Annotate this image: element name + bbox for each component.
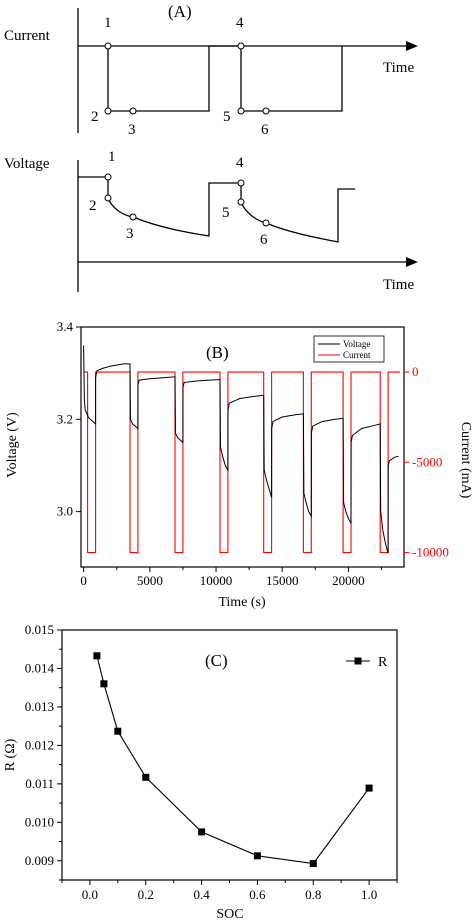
voltage-point-2-marker (104, 194, 112, 202)
panel-c-y-tick-label: 0.015 (25, 622, 54, 637)
panel-c-y-tick-label: 0.011 (25, 776, 54, 791)
panel-c-x-tick-label: 0.0 (82, 887, 98, 902)
voltage-label: Voltage (4, 156, 50, 172)
current-point-2-label: 2 (91, 109, 99, 125)
panel-b-x-label: Time (s) (218, 595, 266, 610)
panel-b-y2-tick-label: 0 (412, 364, 419, 379)
panel-b-x-tick-label: 5000 (137, 573, 163, 588)
panel-b-y-tick-label: 3.4 (57, 319, 74, 334)
current-point-6-label: 6 (261, 122, 269, 138)
legend-voltage-label: Voltage (343, 339, 370, 349)
panel-b-y2-label: Current (mA) (458, 422, 473, 499)
current-point-5-label: 5 (223, 109, 231, 125)
panel-a-labels: (A) Current Voltage Time Time 1 2 3 4 5 … (4, 2, 414, 293)
panel-b-frame (80, 326, 405, 568)
panel-b-y-label: Voltage (V) (5, 412, 20, 478)
voltage-waveform (78, 176, 355, 243)
panel-b-legend-box (313, 335, 385, 363)
panel-b-x-tick-label: 20000 (332, 573, 365, 588)
current-point-1-label: 1 (104, 15, 112, 31)
panel-b-y2-tick-label: -5000 (412, 454, 442, 469)
r-data-point (253, 852, 261, 860)
panel-b-y2-tick-label: -10000 (412, 545, 449, 560)
time-label-bottom: Time (383, 277, 414, 293)
panel-c-y-tick-label: 0.013 (25, 699, 54, 714)
panel-c-x-tick-label: 1.0 (361, 887, 377, 902)
r-data-point (365, 784, 373, 792)
current-point-3-label: 3 (128, 122, 136, 138)
legend-current-label: Current (343, 350, 371, 360)
voltage-point-3-label: 3 (126, 226, 134, 242)
current-point-4-marker (237, 42, 245, 50)
panel-b-x-tick-label: 0 (80, 573, 87, 588)
panel-c-legend: R (346, 655, 388, 670)
panel-c-y-label: R (Ω) (3, 738, 18, 771)
current-time-arrow (406, 41, 418, 51)
current-point-2-marker (104, 107, 112, 115)
panel-c-x-tick-label: 0.8 (305, 887, 321, 902)
voltage-point-5-label: 5 (222, 205, 230, 221)
voltage-point-4-marker (237, 179, 245, 187)
panel-b-axes: 0 5000 10000 15000 20000 3.0 3.2 3.4 0 -5000 -1000… (57, 319, 449, 588)
panel-c-x-label: SOC (216, 907, 243, 922)
panel-b-title: (B) (206, 343, 229, 362)
voltage-point-4-label: 4 (236, 155, 244, 171)
panel-c-x-tick-label: 0.2 (138, 887, 154, 902)
current-label: Current (4, 28, 51, 44)
panel-c-title: (C) (205, 651, 228, 670)
panel-c-x-tick-label: 0.6 (249, 887, 266, 902)
voltage-point-6-label: 6 (260, 232, 268, 248)
current-point-3-marker (129, 107, 137, 115)
r-data-point (309, 860, 317, 867)
panel-b: 0 5000 10000 15000 20000 3.0 3.2 3.4 0 -5000 -1000… (5, 319, 473, 610)
current-point-6-marker (262, 107, 270, 115)
current-point-1-marker (104, 42, 112, 50)
panel-b-y-tick-label: 3.2 (57, 411, 73, 426)
panel-c: 0.0 0.2 0.4 0.6 0.8 1.0 0.009 0.010 0.011 0.012 0.… (3, 622, 398, 922)
panel-c-x-tick-label: 0.4 (193, 887, 210, 902)
voltage-point-2-label: 2 (89, 198, 97, 214)
panel-a-title: (A) (168, 2, 192, 21)
panel-c-axes: 0.0 0.2 0.4 0.6 0.8 1.0 0.009 0.010 0.011 0.012 0.… (25, 622, 398, 902)
current-point-5-marker (237, 107, 245, 115)
current-point-4-label: 4 (236, 15, 244, 31)
panel-c-y-tick-label: 0.009 (25, 853, 54, 868)
panel-c-y-tick-label: 0.012 (25, 737, 54, 752)
voltage-point-5-marker (237, 198, 245, 206)
r-data-point (198, 828, 206, 836)
panel-b-x-tick-label: 15000 (266, 573, 299, 588)
current-series-line (84, 371, 400, 554)
panel-a (77, 8, 418, 292)
panel-b-plot-area (83, 345, 400, 554)
time-label-top: Time (383, 60, 414, 76)
panel-c-y-tick-label: 0.010 (25, 814, 54, 829)
r-data-point (142, 773, 150, 781)
panel-b-y-tick-label: 3.0 (57, 504, 73, 519)
r-data-point (100, 680, 108, 688)
r-data-point (114, 727, 122, 735)
panel-c-plot-area (93, 652, 373, 867)
panel-c-frame (61, 629, 398, 881)
voltage-time-arrow (406, 257, 418, 267)
legend-r-marker (354, 657, 362, 665)
voltage-point-6-marker (262, 219, 270, 227)
r-data-point (93, 652, 101, 660)
legend-r-label: R (378, 655, 388, 670)
panel-b-legend: Voltage Current (313, 335, 385, 363)
panel-a-markers (104, 42, 270, 227)
voltage-series-line (83, 345, 399, 554)
panel-c-y-tick-label: 0.014 (25, 660, 55, 675)
voltage-point-1-marker (104, 173, 112, 181)
voltage-point-3-marker (129, 213, 137, 221)
panel-b-x-tick-label: 10000 (200, 573, 233, 588)
voltage-point-1-label: 1 (108, 149, 116, 165)
r-series-line (96, 655, 370, 865)
current-waveform (107, 45, 343, 112)
